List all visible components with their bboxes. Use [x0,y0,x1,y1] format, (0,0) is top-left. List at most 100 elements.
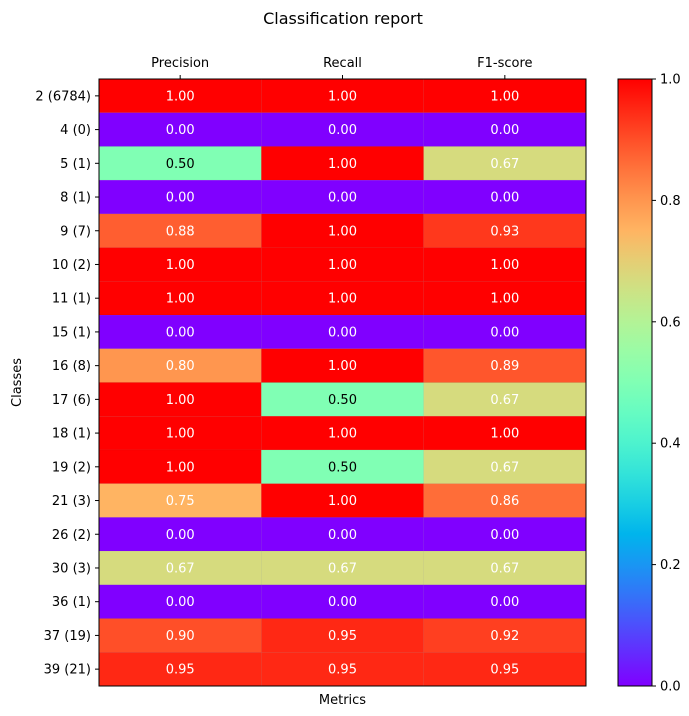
heatmap-cell [423,618,587,653]
heatmap-cell [98,213,262,248]
heatmap-cell-label: 0.89 [490,359,519,374]
heatmap-cell-label: 0.95 [328,663,357,678]
heatmap-cell-label: 1.00 [328,494,357,509]
heatmap-cell-label: 0.00 [490,123,519,138]
heatmap-cell [423,483,587,518]
heatmap-cell [423,213,587,248]
heatmap-cell [261,314,424,350]
heatmap-cell-label: 0.00 [166,325,195,340]
heatmap-cell [261,213,424,248]
chart-title: Classification report [263,9,423,28]
heatmap-cell-label: 1.00 [328,258,357,273]
heatmap-cell [261,449,424,484]
heatmap-cell-label: 0.00 [490,528,519,543]
heatmap-cell-label: 0.86 [490,494,519,509]
heatmap-cell-label: 1.00 [328,292,357,307]
heatmap-cell-label: 0.00 [490,325,519,340]
heatmap-cell [261,483,424,518]
heatmap-cell [98,517,262,552]
heatmap-cell [98,146,262,181]
heatmap-cell-label: 1.00 [166,460,195,475]
heatmap-cell-label: 1.00 [166,292,195,307]
heatmap-cell [423,550,587,586]
row-tick-label: 4 (0) [60,123,91,138]
row-tick-label: 19 (2) [52,460,91,475]
heatmap-cell-label: 1.00 [490,292,519,307]
colorbar-tick-label: 1.0 [660,73,681,88]
heatmap-cell [423,247,587,282]
heatmap-cell [261,584,424,619]
heatmap-cells [98,78,587,687]
heatmap-cell-label: 1.00 [328,427,357,442]
heatmap-cell-label: 0.80 [166,359,195,374]
heatmap-cell [98,618,262,653]
heatmap-cell-label: 0.50 [328,393,357,408]
heatmap-cell-label: 1.00 [166,427,195,442]
heatmap-cell [261,247,424,282]
column-tick-label: Recall [323,56,362,71]
heatmap-cell [261,382,424,417]
heatmap-cell-labels: 1.00 1.00 1.00 0.00 0.00 0.00 0.50 1.00 0.67 0.00… [166,89,520,677]
heatmap-cell-label: 0.00 [490,595,519,610]
heatmap-cell [98,550,262,586]
row-tick-label: 8 (1) [60,191,91,206]
heatmap-cell [98,78,262,113]
row-tick-label: 30 (3) [52,561,91,576]
heatmap-cell-label: 0.00 [490,191,519,206]
heatmap-cell-label: 0.93 [490,224,519,239]
heatmap-cell-label: 0.67 [490,460,519,475]
heatmap-cell-label: 1.00 [328,359,357,374]
heatmap-cell [261,78,424,113]
heatmap-cell-label: 1.00 [328,157,357,172]
row-tick-label: 9 (7) [60,224,91,239]
heatmap-cell [98,348,262,383]
row-tick-label: 39 (21) [44,663,91,678]
heatmap-cell-label: 0.67 [328,561,357,576]
heatmap-cell [98,652,262,687]
heatmap-cell [423,449,587,484]
colorbar-gradient [617,78,653,687]
row-tick-label: 10 (2) [52,258,91,273]
row-tick-labels: 2 (6784) 4 (0) 5 (1) 8 (1) 9 (7) 10 (2) 11 (1)… [35,89,99,678]
row-tick-label: 2 (6784) [35,89,91,104]
heatmap-cell [423,584,587,619]
row-tick-label: 18 (1) [52,427,91,442]
row-tick-label: 11 (1) [52,292,91,307]
heatmap-cell-label: 1.00 [328,89,357,104]
heatmap-cell-label: 1.00 [166,89,195,104]
heatmap-cell [261,146,424,181]
heatmap-cell-label: 0.00 [166,595,195,610]
row-tick-label: 15 (1) [52,325,91,340]
heatmap-cell [423,652,587,687]
heatmap-cell-label: 0.00 [328,528,357,543]
heatmap-cell [261,281,424,316]
colorbar: 0.0 0.2 0.4 0.6 0.8 1.0 [617,73,681,695]
heatmap-cell [98,179,262,215]
heatmap-cell-label: 0.50 [328,460,357,475]
colorbar-tick-label: 0.8 [660,194,681,209]
heatmap-cell-label: 0.00 [328,191,357,206]
heatmap-cell-label: 0.90 [166,629,195,644]
heatmap-cell [98,483,262,518]
heatmap-cell-label: 0.00 [166,191,195,206]
column-tick-label: Precision [151,56,209,71]
heatmap-cell-label: 0.75 [166,494,195,509]
column-tick-label: F1-score [477,56,532,71]
heatmap-cell-label: 0.67 [490,157,519,172]
heatmap-cell-label: 0.92 [490,629,519,644]
heatmap-cell-label: 0.00 [328,325,357,340]
heatmap-cell-label: 1.00 [328,224,357,239]
y-axis-label: Classes [10,358,25,407]
heatmap-cell-label: 1.00 [490,427,519,442]
colorbar-tick-label: 0.4 [660,437,681,452]
heatmap-cell [423,179,587,215]
row-tick-label: 17 (6) [52,393,91,408]
row-tick-label: 37 (19) [44,629,91,644]
x-axis-label: Metrics [319,693,366,708]
column-tick-labels: Precision Recall F1-score [151,56,533,79]
heatmap-cell-label: 0.67 [490,393,519,408]
heatmap-cell-label: 0.95 [328,629,357,644]
heatmap-cell-label: 1.00 [490,258,519,273]
heatmap-cell [423,348,587,383]
